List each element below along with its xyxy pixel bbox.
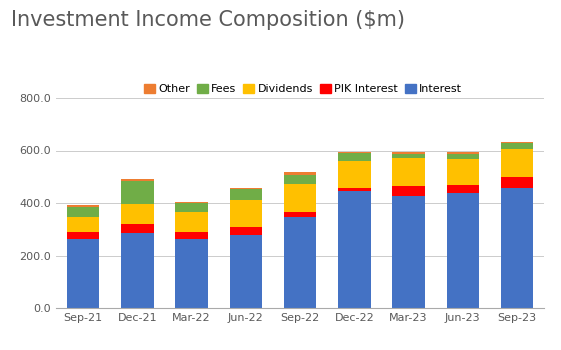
Bar: [392, 154, 425, 158]
Bar: [284, 184, 316, 212]
Bar: [501, 142, 534, 144]
Bar: [447, 154, 479, 159]
Bar: [176, 232, 208, 239]
Bar: [121, 178, 154, 181]
Bar: [284, 217, 316, 308]
Bar: [392, 152, 425, 154]
Bar: [392, 187, 425, 196]
Bar: [121, 224, 154, 233]
Bar: [229, 188, 262, 189]
Bar: [229, 227, 262, 234]
Legend: Other, Fees, Dividends, PIK Interest, Interest: Other, Fees, Dividends, PIK Interest, In…: [140, 79, 466, 98]
Bar: [392, 158, 425, 187]
Bar: [229, 234, 262, 308]
Bar: [121, 233, 154, 308]
Bar: [338, 153, 371, 161]
Bar: [67, 208, 99, 217]
Bar: [229, 189, 262, 199]
Bar: [176, 212, 208, 232]
Text: Investment Income Composition ($m): Investment Income Composition ($m): [11, 10, 405, 30]
Bar: [176, 239, 208, 308]
Bar: [338, 191, 371, 308]
Bar: [121, 204, 154, 224]
Bar: [447, 185, 479, 192]
Bar: [284, 172, 316, 175]
Bar: [176, 203, 208, 212]
Bar: [284, 175, 316, 184]
Bar: [501, 188, 534, 308]
Bar: [229, 199, 262, 227]
Bar: [284, 212, 316, 217]
Bar: [447, 159, 479, 185]
Bar: [176, 202, 208, 203]
Bar: [501, 149, 534, 177]
Bar: [447, 193, 479, 308]
Bar: [338, 188, 371, 191]
Bar: [121, 181, 154, 204]
Bar: [67, 232, 99, 239]
Bar: [67, 217, 99, 232]
Bar: [67, 239, 99, 308]
Bar: [67, 205, 99, 208]
Bar: [501, 177, 534, 188]
Bar: [392, 196, 425, 308]
Bar: [338, 152, 371, 153]
Bar: [501, 144, 534, 149]
Bar: [338, 161, 371, 188]
Bar: [447, 152, 479, 154]
